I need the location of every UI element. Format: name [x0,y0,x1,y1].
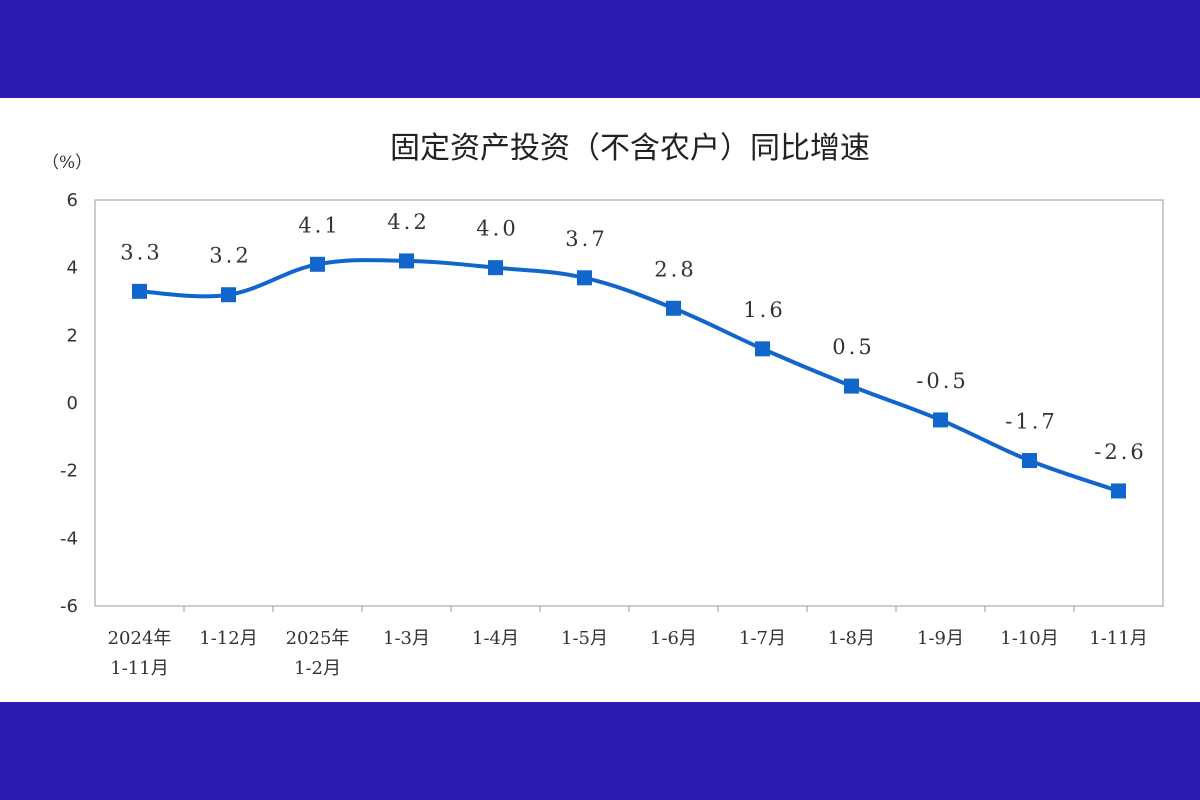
data-label: -2.6 [1094,440,1147,464]
y-tick-label: -2 [60,461,78,482]
y-tick-label: -6 [60,596,78,617]
data-label: 0.5 [832,335,874,359]
x-tick-label: 1-8月 [828,628,875,649]
x-tick-label: 1-11月 [1089,628,1147,649]
chart-title: 固定资产投资（不含农户）同比增速 [390,131,870,166]
data-point-marker [933,412,948,428]
x-tick-label: 1-10月 [1000,628,1058,649]
data-label: 1.6 [743,298,785,322]
y-tick-label: -4 [60,528,78,549]
data-point-marker [488,260,503,276]
data-point-marker [577,270,592,286]
x-tick-label: 1-12月 [199,628,257,649]
x-tick-label: 1-7月 [739,628,786,649]
data-label: -1.7 [1005,410,1058,434]
x-tick-label: 1-3月 [383,628,430,649]
data-point-marker [1022,453,1037,469]
y-axis-unit-label: （%） [42,153,92,173]
data-label: 3.2 [209,244,251,268]
data-label: -0.5 [916,369,969,393]
y-tick-label: 6 [67,190,78,211]
data-label: 3.3 [120,240,162,264]
x-tick-label: 1-5月 [561,628,608,649]
data-label: 4.2 [387,210,429,234]
y-tick-label: 0 [67,393,78,414]
chart-panel [0,98,1200,702]
data-point-marker [666,300,681,316]
y-tick-label: 4 [67,258,78,279]
data-point-marker [1111,483,1126,499]
y-tick-label: 2 [67,325,78,346]
data-point-marker [132,283,147,299]
data-point-marker [399,253,414,269]
bottom-frame-band [0,702,1200,800]
plot-area-border [94,199,1164,607]
data-point-marker [310,256,325,272]
x-tick-label: 1-6月 [650,628,697,649]
data-point-marker [844,378,859,394]
data-label: 2.8 [654,257,696,281]
data-label: 3.7 [565,227,607,251]
data-point-marker [221,287,236,303]
data-point-marker [755,341,770,357]
x-tick-label: 1-4月 [472,628,519,649]
x-tick-label: 1-9月 [917,628,964,649]
series-line [139,258,1120,493]
top-frame-band [0,0,1200,98]
data-label: 4.0 [476,217,518,241]
x-tick-label: 2025年 1-2月 [286,628,350,679]
x-tick-label: 2024年 1-11月 [108,628,172,679]
data-label: 4.1 [298,213,340,237]
